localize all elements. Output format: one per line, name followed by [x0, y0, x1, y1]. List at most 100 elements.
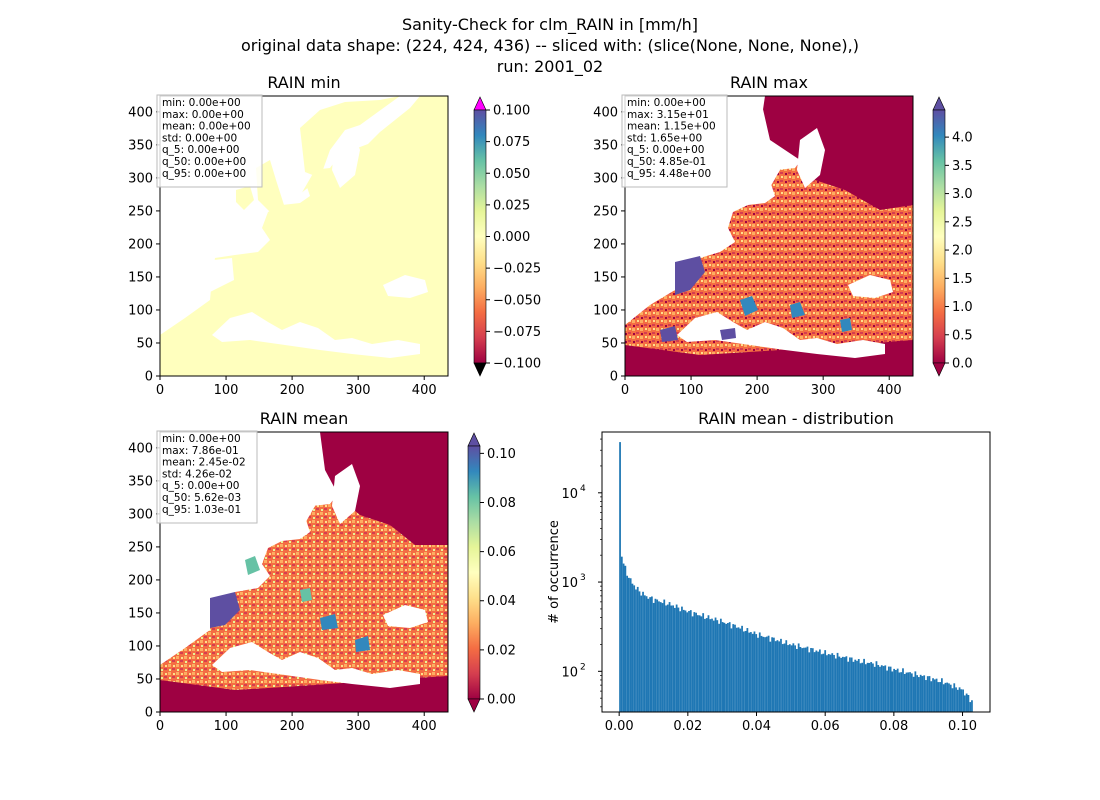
histogram-bar [921, 676, 924, 712]
colorbar-tick-label: 0.025 [493, 198, 530, 213]
x-tick-label: 400 [877, 383, 902, 398]
histogram-bar [739, 628, 742, 712]
stats-line: std: 4.26e-02 [162, 468, 232, 480]
histogram-bar [788, 644, 791, 712]
y-tick-label: 150 [128, 270, 153, 285]
y-tick-label: 10 [561, 665, 578, 680]
histogram-bar [951, 688, 954, 712]
histogram-bar [918, 677, 920, 712]
blue-patches [740, 296, 852, 332]
histogram-bar [818, 649, 821, 712]
histogram-bar [916, 675, 919, 712]
histogram-bar [769, 641, 772, 712]
histogram-bar [742, 631, 745, 712]
histogram-bar [626, 575, 629, 712]
histogram-bar [629, 578, 632, 712]
histogram-bar [773, 637, 775, 712]
histogram-bar [707, 615, 710, 712]
histogram-bar [718, 623, 720, 712]
histogram-bar [854, 659, 857, 712]
histogram-bar [656, 599, 659, 712]
stats-line: min: 0.00e+00 [627, 97, 706, 109]
histogram-bar [829, 654, 832, 712]
histogram-bar [824, 650, 827, 712]
ireland [236, 186, 254, 210]
colorbar-under-arrow [473, 362, 487, 377]
colorbar-tick-label: −0.075 [493, 325, 541, 340]
histogram-bar [900, 672, 903, 712]
axis-ticks: 0 100 200 300 400 0 50 100 150 200 250 300 350 400 [593, 105, 901, 398]
histogram-bar [843, 657, 846, 712]
histogram-bar [622, 563, 625, 712]
colorbar-tick-label: 0.000 [493, 230, 530, 245]
histogram-bar [948, 683, 950, 712]
histogram-bar [643, 595, 646, 712]
colorbar-tick-label: 2.5 [952, 215, 973, 230]
x-tick-label: 0 [156, 719, 164, 734]
histogram-bar [875, 661, 878, 712]
colorbar-tick-label: 0.00 [487, 693, 516, 708]
panel-rain-max: RAIN max 0 100 200 300 400 0 50 100 150 200 250 300… [593, 73, 973, 398]
histogram-bar [688, 611, 690, 712]
histogram-bar [928, 676, 931, 712]
histogram-bar [877, 665, 880, 712]
colorbar-tick-label: 3.0 [952, 187, 973, 202]
panel-distribution: RAIN mean - distribution # of occurrence… [547, 409, 991, 734]
y-tick-label: 0 [145, 706, 153, 721]
colorbar-tick-label: 0.10 [487, 447, 516, 462]
sea-black [383, 605, 428, 628]
y-tick-label: 100 [128, 639, 153, 654]
histogram-bar [619, 442, 621, 712]
sea-mediterranean [677, 312, 885, 358]
y-tick-label: 10 [561, 487, 578, 502]
y-tick-label: 10 [561, 576, 578, 591]
histogram-bar [933, 679, 936, 712]
histogram-bar [638, 591, 641, 712]
histogram-bar [762, 636, 765, 712]
histogram-bar [912, 676, 915, 712]
histogram-bar [748, 632, 751, 712]
histogram-bar [696, 615, 699, 712]
atlantic-coast-band [210, 592, 240, 628]
colorbar-tick-label: 1.0 [952, 300, 973, 315]
histogram-bar [691, 616, 694, 712]
histogram-bar [857, 659, 860, 712]
y-tick-label: 300 [128, 171, 153, 186]
histogram-bar [903, 674, 906, 712]
atlantic-coast-band [675, 256, 705, 295]
x-tick-label: 400 [412, 719, 437, 734]
stats-line: max: 7.86e-01 [162, 445, 239, 457]
sea-north [265, 140, 315, 198]
histogram-bar [967, 694, 970, 712]
stats-line: min: 0.00e+00 [162, 433, 241, 445]
histogram-bar [863, 658, 865, 712]
y-tick-label: 50 [601, 336, 618, 351]
histogram-bar [790, 645, 793, 712]
histogram-bar [847, 661, 850, 712]
histogram-bar [873, 666, 876, 712]
histogram-bar [944, 682, 947, 712]
histogram-bar [681, 606, 683, 712]
map-image [625, 96, 913, 376]
blue-patches-2 [660, 326, 736, 342]
colorbar-tick-label: 0.08 [487, 496, 516, 511]
histogram-bar [652, 602, 655, 712]
wet-patches-2 [320, 614, 370, 652]
y-axis-label: # of occurrence [547, 520, 562, 624]
histogram-bar [783, 643, 786, 712]
histogram-bar [767, 635, 770, 712]
north-dry-region [320, 432, 448, 545]
colorbar-tick-label: 0.02 [487, 643, 516, 658]
histogram-bar [861, 662, 864, 712]
histogram-bar [841, 656, 844, 712]
y-tick-label: 200 [128, 237, 153, 252]
histogram-bar [670, 605, 673, 712]
histogram-bar [914, 671, 917, 712]
axes-frame [601, 431, 991, 713]
histogram-bar [635, 589, 637, 712]
y-tick-label: 0 [610, 370, 618, 385]
colorbar-tick-label: −0.050 [493, 293, 541, 308]
colorbar-over-arrow [473, 96, 487, 111]
colorbar-tick-label: 0.0 [952, 357, 973, 372]
